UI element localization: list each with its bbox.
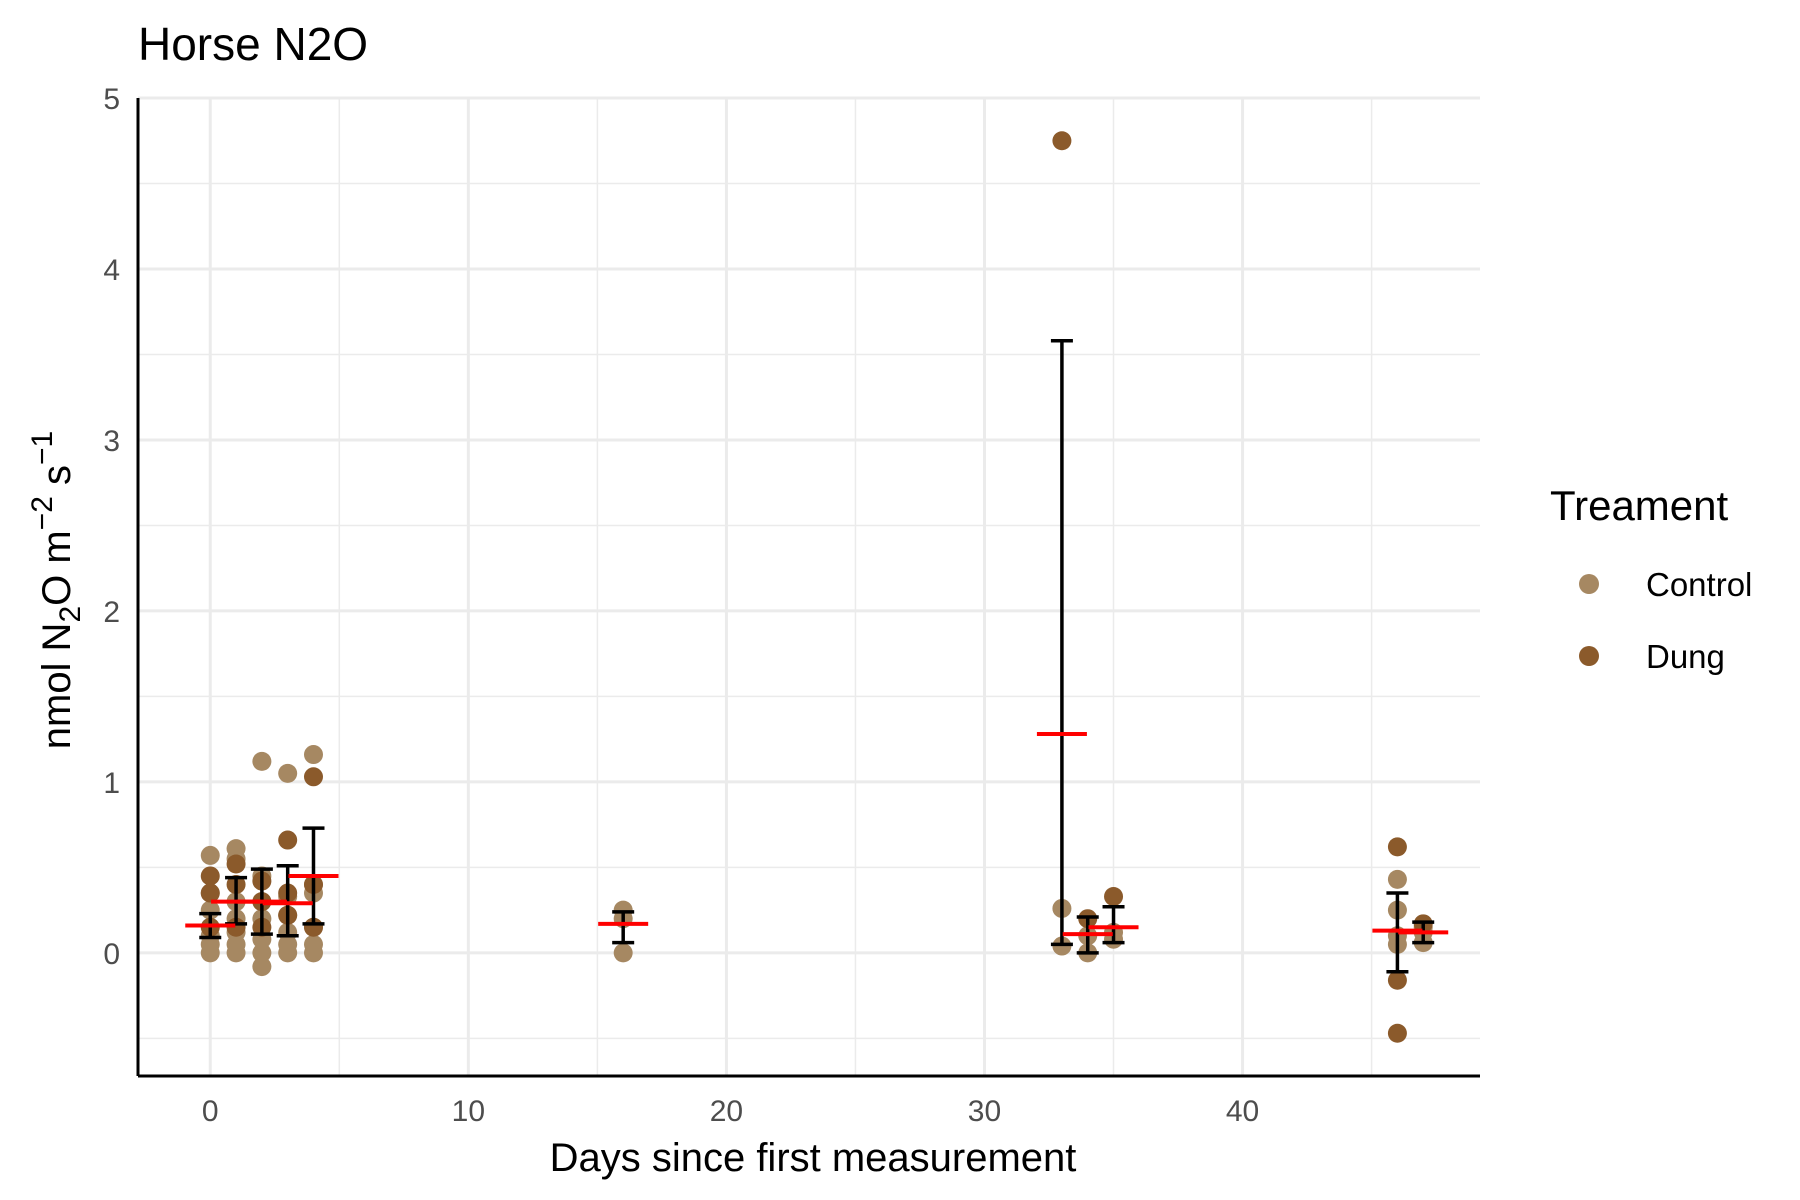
y-tick-label: 0 [103, 938, 120, 971]
data-point-control [1387, 869, 1407, 889]
data-point-dung [226, 854, 246, 874]
x-tick-label: 40 [1226, 1095, 1259, 1128]
x-tick-label: 30 [968, 1095, 1001, 1128]
axes [136, 98, 1480, 1078]
data-point-control [303, 745, 323, 765]
y-tick-label: 4 [103, 254, 120, 287]
legend-label-control: Control [1646, 566, 1752, 603]
legend-swatch-control [1579, 574, 1599, 594]
y-tick-label: 5 [103, 83, 120, 116]
tick-labels: 0 10 20 30 40 0 1 2 3 4 5 [103, 83, 1259, 1128]
grid [138, 96, 1480, 1076]
y-axis-title-sup2: −1 [26, 431, 59, 465]
error-bars [199, 339, 1435, 974]
y-tick-label: 2 [103, 596, 120, 629]
data-point-control [252, 943, 272, 963]
y-axis-title: nmol N2O m−2 s−1 [26, 431, 87, 750]
x-tick-label: 0 [202, 1095, 219, 1128]
data-point-dung [303, 767, 323, 787]
data-point-dung [1387, 837, 1407, 857]
x-tick-label: 10 [452, 1095, 485, 1128]
data-point-dung [278, 830, 298, 850]
legend-title: Treament [1550, 482, 1729, 529]
data-point-control [303, 934, 323, 954]
legend-swatch-dung [1579, 646, 1599, 666]
data-points [200, 131, 1433, 1043]
data-point-dung [200, 883, 220, 903]
legend-label-dung: Dung [1646, 638, 1725, 675]
data-point-dung [1052, 131, 1072, 151]
y-axis-title-mid: O m [35, 530, 79, 606]
data-point-control [613, 943, 633, 963]
y-tick-label: 3 [103, 425, 120, 458]
x-axis-title: Days since first measurement [550, 1136, 1077, 1180]
data-point-control [200, 845, 220, 865]
data-point-dung [1104, 886, 1124, 906]
y-axis-title-sup1: −2 [26, 496, 59, 530]
data-point-dung [1387, 970, 1407, 990]
mean-markers [185, 732, 1449, 937]
data-point-dung [200, 866, 220, 886]
data-point-dung [1387, 1023, 1407, 1043]
y-axis-title-main: nmol N [35, 623, 79, 750]
x-tick-label: 20 [710, 1095, 743, 1128]
chart-title: Horse N2O [138, 18, 368, 70]
y-axis-title-sub: 2 [54, 606, 87, 623]
data-point-control [252, 751, 272, 771]
y-tick-label: 1 [103, 767, 120, 800]
legend: Treament Control Dung [1550, 482, 1752, 675]
data-point-control [278, 763, 298, 783]
data-point-control [252, 957, 272, 977]
y-axis-title-mid2: s [35, 465, 79, 496]
